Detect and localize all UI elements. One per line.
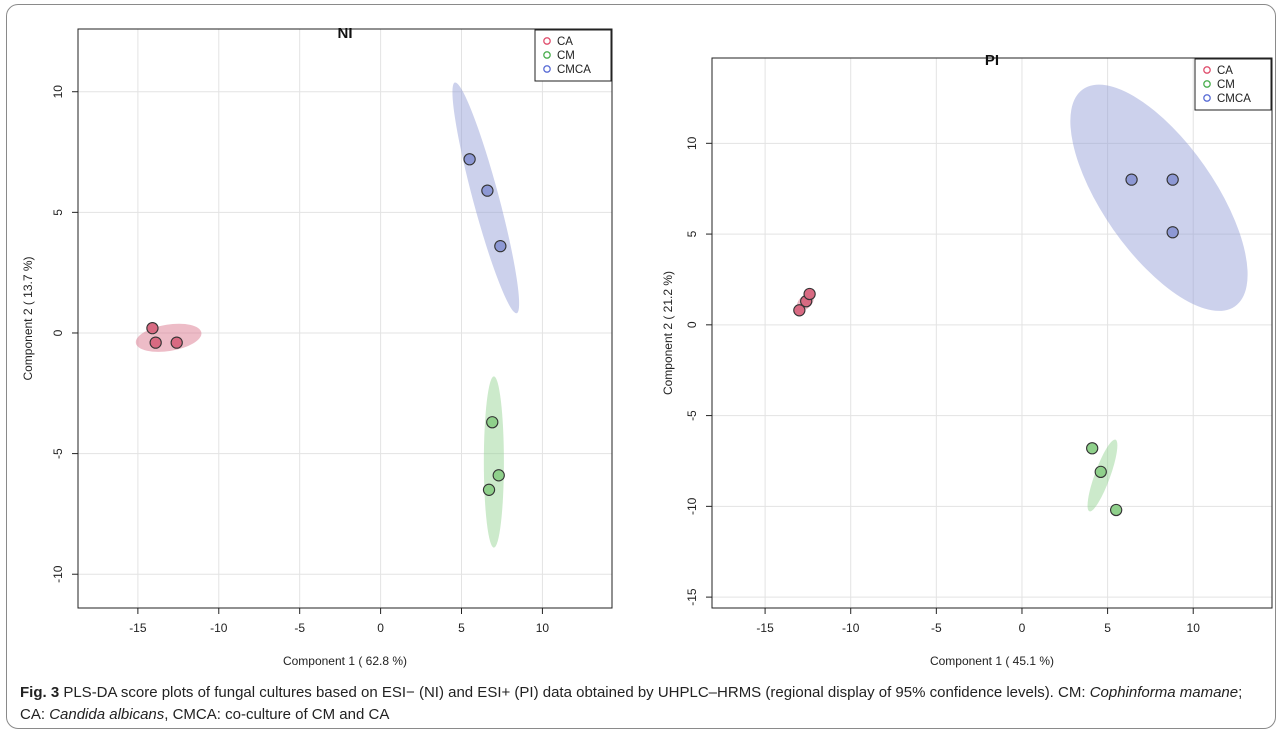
pi-xtick-label: 5 (1104, 621, 1111, 635)
ni-point-cm (492, 469, 505, 482)
ni-xtick-label: 5 (458, 621, 465, 635)
ni-chart-title: NI (338, 25, 353, 42)
pi-point-ca (803, 287, 816, 301)
ni-point-cm (486, 416, 499, 429)
ni-xtick-label: 10 (536, 621, 550, 635)
pi-legend-label-ca: CA (1217, 65, 1233, 77)
ni-legend-marker-ca (543, 37, 551, 45)
ni-legend-label-cmca: CMCA (557, 64, 591, 76)
pi-xtick-label: -5 (931, 621, 942, 635)
ni-point-cmca (494, 239, 507, 253)
pi-point-cmca (1166, 226, 1179, 239)
ni-xtick-label: 0 (377, 621, 384, 635)
figure-frame (6, 4, 1276, 729)
ni-point-ca (146, 321, 159, 335)
pi-point-cmca (1125, 173, 1138, 186)
ni-point-ca (149, 336, 162, 349)
caption-text-1: PLS-DA score plots of fungal cultures ba… (59, 684, 1090, 701)
ni-ytick-label: 0 (51, 329, 65, 336)
pi-chart-title: PI (985, 52, 999, 69)
pi-ytick-label: 0 (685, 321, 699, 328)
pi-plot-area (711, 57, 1273, 609)
pi-point-cm (1086, 442, 1099, 455)
caption-species-ca: Candida albicans (49, 706, 165, 723)
ni-ellipse-cm (483, 376, 504, 548)
ni-ytick-label: -10 (51, 565, 65, 583)
pi-xtick-label: -15 (756, 621, 774, 635)
pi-ytick-label: -5 (685, 410, 699, 421)
pi-legend-marker-cmca (1203, 94, 1211, 102)
ni-point-ca (170, 336, 183, 349)
caption-species-cm: Cophinforma mamane (1089, 684, 1239, 701)
ni-ellipse-ca (135, 323, 202, 352)
pi-ytick-label: -15 (685, 588, 699, 606)
pi-legend: CA CM CMCA (1194, 58, 1272, 111)
pi-ytick-label: -10 (685, 497, 699, 515)
ni-point-cmca (463, 153, 476, 166)
pi-legend-marker-cm (1203, 80, 1211, 88)
ni-legend-label-ca: CA (557, 36, 573, 48)
ni-xtick-label: -10 (210, 621, 228, 635)
pi-xtick-label: 10 (1187, 621, 1201, 635)
pi-ytick-label: 5 (685, 230, 699, 237)
figure-caption: Fig. 3 PLS-DA score plots of fungal cult… (20, 682, 1265, 726)
ni-xtick-label: -15 (129, 621, 147, 635)
ni-legend: CA CM CMCA (534, 29, 612, 82)
ni-legend-marker-cm (543, 51, 551, 59)
figure-label: Fig. 3 (20, 684, 60, 701)
caption-text-3: , CMCA: co-culture of CM and CA (164, 706, 390, 723)
pi-xtick-label: 0 (1019, 621, 1026, 635)
ni-ytick-label: 10 (51, 85, 65, 99)
pi-xtick-label: -10 (842, 621, 860, 635)
pi-point-cm (1094, 465, 1107, 479)
pi-plot: -15 -10 -5 0 5 10 -15 -10 -5 0 5 10 PI Component 1 ( … (661, 52, 1273, 668)
pi-y-axis-label: Component 2 ( 21.2 %) (661, 271, 675, 395)
pi-x-axis-label: Component 1 ( 45.1 %) (930, 654, 1054, 668)
ni-plot-area (77, 28, 613, 609)
ni-xtick-label: -5 (294, 621, 305, 635)
ni-x-axis-label: Component 1 ( 62.8 %) (283, 654, 407, 668)
ni-y-axis-label: Component 2 ( 13.7 %) (21, 256, 35, 380)
ni-ellipse-cmca (452, 82, 520, 314)
pi-ytick-label: 10 (685, 136, 699, 150)
pi-point-cm (1110, 503, 1123, 517)
ni-point-cmca (481, 184, 494, 197)
score-plots: -15 -10 -5 0 5 10 -10 -5 0 5 10 NI Component 1 ( 62.… (21, 25, 1273, 668)
ni-ytick-label: 5 (51, 209, 65, 216)
pi-legend-marker-ca (1203, 66, 1211, 74)
pi-point-cmca (1166, 173, 1179, 186)
pi-legend-label-cmca: CMCA (1217, 93, 1251, 105)
ni-ytick-label: -5 (51, 448, 65, 459)
ni-legend-label-cm: CM (557, 50, 575, 62)
ni-plot: -15 -10 -5 0 5 10 -10 -5 0 5 10 NI Component 1 ( 62.… (21, 25, 613, 668)
pi-ellipse-cmca (1070, 84, 1248, 311)
caption-text-2: ; CA: (20, 684, 1243, 723)
ni-point-cm (482, 483, 496, 496)
ni-legend-marker-cmca (543, 65, 551, 73)
pi-point-ca (793, 304, 806, 317)
pi-legend-label-cm: CM (1217, 79, 1235, 91)
